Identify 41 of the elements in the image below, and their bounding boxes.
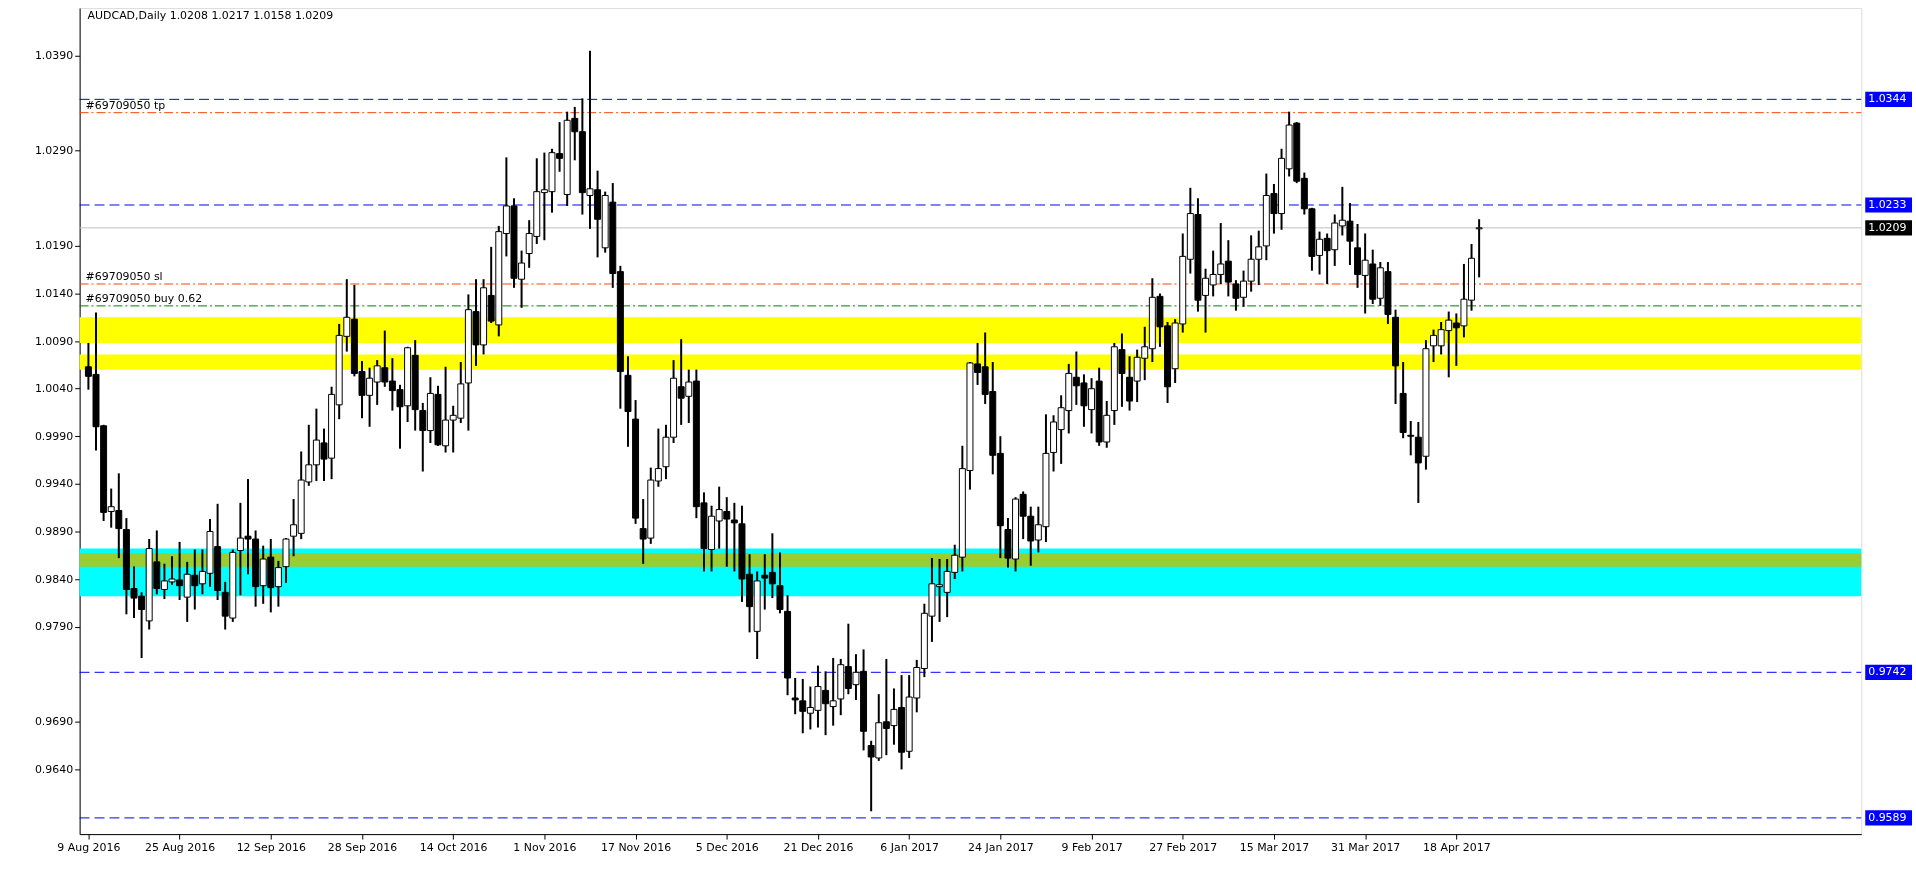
ref-line-label: #69709050 buy 0.62 [85,291,203,305]
y-tick-label: 1.0390 [34,49,74,63]
x-tick-label: 9 Aug 2016 [57,840,121,854]
y-tick-label: 0.9840 [34,572,74,586]
y-tick-label: 1.0090 [34,334,74,348]
y-tick-label: 0.9940 [34,477,74,491]
x-tick-label: 5 Dec 2016 [695,840,759,854]
x-tick-label: 24 Jan 2017 [968,840,1034,854]
x-tick-label: 18 Apr 2017 [1423,840,1491,854]
ref-line-label: #69709050 tp [85,98,166,112]
x-tick-label: 31 Mar 2017 [1330,840,1401,854]
x-tick-label: 28 Sep 2016 [327,840,398,854]
x-tick-label: 27 Feb 2017 [1149,840,1218,854]
y-tick-label: 0.9790 [34,620,74,634]
candlestick [1475,219,1483,278]
y-tick-label: 0.9990 [34,429,74,443]
x-tick-label: 12 Sep 2016 [236,840,306,854]
x-tick-label: 17 Nov 2016 [601,840,672,854]
y-tick-label: 1.0140 [34,286,74,300]
y-tick-label: 0.9640 [34,762,74,776]
ref-line-label: 1.0209 [1868,220,1907,234]
candlestick [1407,420,1415,456]
x-tick-label: 15 Mar 2017 [1239,840,1310,854]
y-tick-label: 1.0290 [34,144,74,158]
x-tick-label: 14 Oct 2016 [419,840,488,854]
chart-title: AUDCAD,Daily 1.0208 1.0217 1.0158 1.0209 [87,8,334,22]
ref-line-label: 0.9589 [1868,810,1907,824]
x-tick-label: 1 Nov 2016 [513,840,577,854]
candlestick [776,552,784,614]
ref-line-label: 1.0233 [1868,197,1907,211]
x-tick-label: 25 Aug 2016 [145,840,216,854]
x-tick-label: 21 Dec 2016 [783,840,854,854]
y-tick-label: 1.0040 [34,382,74,396]
ref-line-label: 1.0344 [1868,92,1907,106]
ref-line-label: 0.9742 [1868,665,1907,679]
x-tick-label: 9 Feb 2017 [1061,840,1123,854]
y-tick-label: 0.9890 [34,524,74,538]
x-tick-label: 6 Jan 2017 [880,840,939,854]
y-tick-label: 1.0190 [34,239,74,253]
ref-line-label: #69709050 sl [85,270,163,283]
y-tick-label: 0.9690 [34,715,74,729]
